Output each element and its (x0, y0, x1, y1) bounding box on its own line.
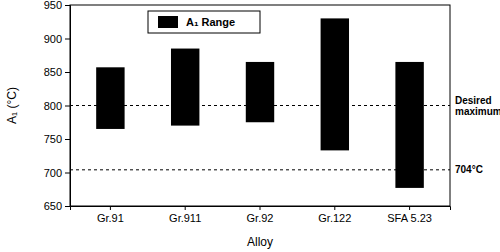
x-tick: SFA 5.23 (387, 206, 432, 224)
reference-label: Desiredmaximum (455, 95, 500, 117)
x-tick: Gr.91 (97, 206, 124, 224)
x-tick-label: Gr.92 (247, 212, 274, 224)
plot: Desiredmaximum 704°C 650 700 750 800 850 900 950… (44, 0, 500, 224)
x-tick-mark (334, 206, 335, 210)
x-tick: Gr.92 (247, 206, 274, 224)
y-tick-label: 850 (44, 66, 62, 78)
x-tick-label: Gr.91 (97, 212, 124, 224)
x-tick-mark (409, 206, 410, 210)
marks (70, 18, 450, 188)
x-tick: Gr.122 (318, 206, 351, 224)
x-tick-label: Gr.911 (169, 212, 201, 224)
y-tick: 700 (44, 167, 70, 179)
y-axis-title: A₁ (°C) (5, 87, 19, 124)
legend-label: A₁ Range (186, 16, 235, 28)
y-tick: 800 (44, 100, 70, 112)
plot-frame (70, 5, 450, 206)
y-tick-mark (65, 5, 70, 6)
range-bar (395, 62, 423, 188)
y-tick-mark (65, 206, 70, 207)
y-tick: 850 (44, 66, 70, 78)
y-tick: 950 (44, 0, 70, 11)
y-tick-mark (65, 139, 70, 140)
y-axis: 650 700 750 800 850 900 950 (44, 0, 71, 212)
y-tick: 750 (44, 133, 70, 145)
range-bar (321, 18, 349, 150)
reference-line (70, 105, 450, 106)
y-axis-line (65, 6, 71, 207)
x-axis: Gr.91 Gr.911 Gr.92 Gr.122 SFA 5.23 (71, 206, 451, 224)
legend-swatch (158, 16, 178, 28)
y-tick: 650 (44, 200, 70, 212)
y-tick-mark (65, 39, 70, 40)
x-tick-label: Gr.122 (318, 212, 351, 224)
y-tick: 900 (44, 33, 70, 45)
y-tick-label: 750 (44, 133, 62, 145)
chart: Desiredmaximum 704°C 650 700 750 800 850 900 950… (0, 0, 500, 252)
range-bar (246, 62, 274, 122)
y-tick-label: 900 (44, 33, 62, 45)
x-tick-mark (110, 206, 111, 210)
y-tick-label: 800 (44, 100, 62, 112)
y-tick-label: 650 (44, 200, 62, 212)
y-tick-label: 700 (44, 167, 62, 179)
reference-label: 704°C (455, 164, 483, 175)
y-tick-label: 950 (44, 0, 62, 11)
x-tick: Gr.911 (169, 206, 201, 224)
x-axis-title: Alloy (247, 235, 273, 249)
x-tick-mark (260, 206, 261, 210)
legend-box (148, 11, 260, 33)
x-axis-line (71, 207, 451, 211)
x-tick-label: SFA 5.23 (387, 212, 432, 224)
legend: A₁ Range (148, 11, 260, 33)
range-bar (96, 67, 124, 129)
y-tick-mark (65, 72, 70, 73)
range-bar (171, 49, 199, 126)
reference-line (70, 169, 450, 170)
y-tick-mark (65, 173, 70, 174)
x-tick-mark (185, 206, 186, 210)
y-tick-mark (65, 106, 70, 107)
